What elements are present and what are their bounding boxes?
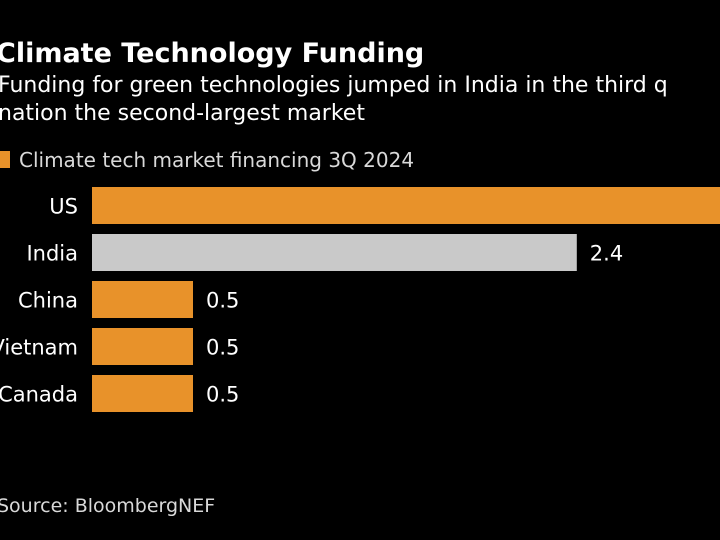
bars-group: US India 2.4 China 0.5 Vietnam 0.5 Canada 0.5 xyxy=(0,187,720,412)
value-label-china: 0.5 xyxy=(206,289,239,313)
value-label-vietnam: 0.5 xyxy=(206,336,239,360)
category-label-china: China xyxy=(18,289,78,313)
source-note: Source: BloombergNEF xyxy=(0,495,215,517)
category-label-vietnam: Vietnam xyxy=(0,336,78,360)
bar-canada xyxy=(92,375,193,412)
chart-subtitle-line-2: nation the second-largest market xyxy=(0,101,365,126)
chart-title: Climate Technology Funding xyxy=(0,38,424,69)
category-label-canada: Canada xyxy=(0,383,78,407)
bar-us xyxy=(92,187,720,224)
legend: Climate tech market financing 3Q 2024 xyxy=(0,148,414,172)
bar-vietnam xyxy=(92,328,193,365)
value-label-india: 2.4 xyxy=(590,242,623,266)
legend-label: Climate tech market financing 3Q 2024 xyxy=(19,148,414,172)
bar-india xyxy=(92,234,577,271)
chart-subtitle-line-1: Funding for green technologies jumped in… xyxy=(0,73,668,98)
bar-china xyxy=(92,281,193,318)
category-label-us: US xyxy=(49,195,78,219)
value-label-canada: 0.5 xyxy=(206,383,239,407)
legend-swatch xyxy=(0,151,10,168)
category-label-india: India xyxy=(26,242,78,266)
